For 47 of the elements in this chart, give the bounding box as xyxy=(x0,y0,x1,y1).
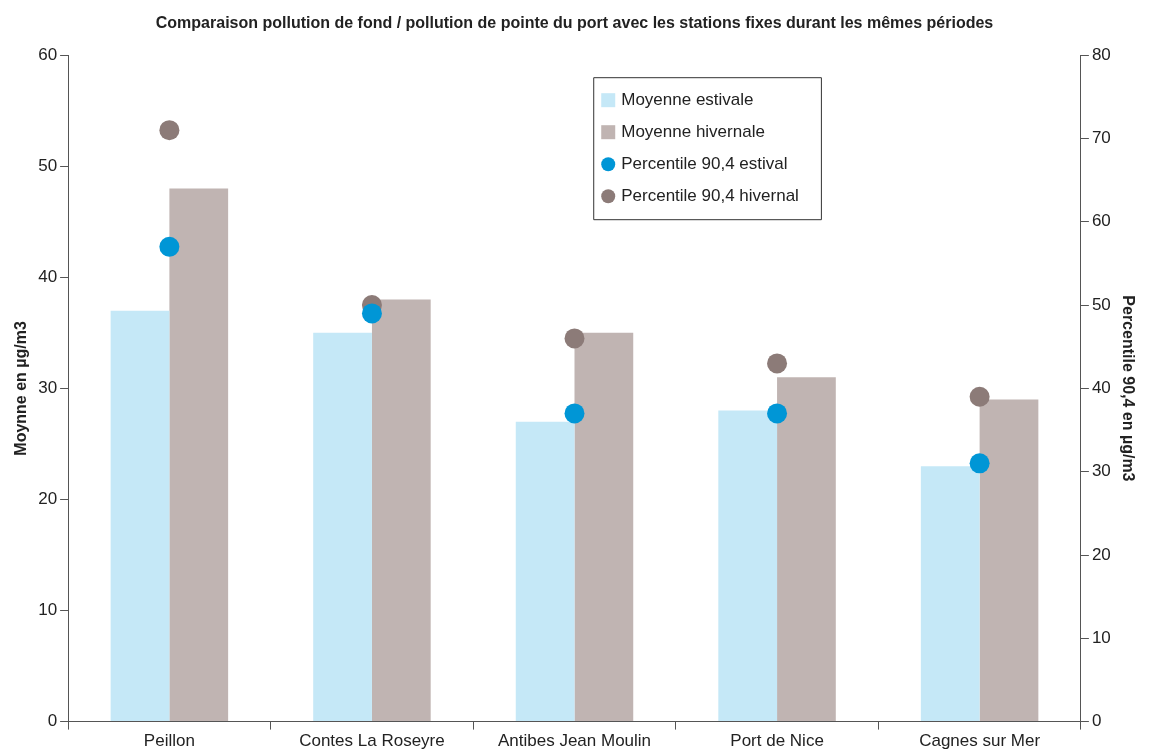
point xyxy=(969,453,990,474)
y2-tick-label: 30 xyxy=(1091,461,1111,481)
y2-tick-label: 10 xyxy=(1091,627,1111,647)
y2-tick-label: 20 xyxy=(1091,544,1111,564)
bar xyxy=(979,399,1039,722)
y2-tick-label: 40 xyxy=(1091,378,1111,398)
y-tick-label: 0 xyxy=(47,711,58,731)
x-tick-label: Cagnes sur Mer xyxy=(919,731,1041,751)
bar xyxy=(920,466,980,722)
point xyxy=(159,120,180,141)
legend-label: Moyenne hivernale xyxy=(621,121,765,141)
point xyxy=(767,403,788,424)
bar xyxy=(574,332,634,722)
bar xyxy=(110,310,170,722)
point xyxy=(767,353,788,374)
bar xyxy=(777,377,836,722)
bar xyxy=(718,410,778,722)
x-tick-label: Contes La Roseyre xyxy=(299,731,445,751)
y2-axis-title: Percentile 90,4 en µg/m3 xyxy=(1119,295,1137,482)
x-tick-label: Peillon xyxy=(143,731,195,751)
y2-tick-label: 70 xyxy=(1091,128,1111,148)
legend-label: Percentile 90,4 estival xyxy=(621,153,788,173)
bar xyxy=(515,421,575,722)
y-tick-label: 40 xyxy=(38,267,58,287)
y-tick-label: 60 xyxy=(38,44,58,64)
y-tick-label: 10 xyxy=(38,600,58,620)
y2-tick-label: 60 xyxy=(1091,211,1111,231)
point xyxy=(159,236,180,257)
point xyxy=(564,328,585,349)
chart-title: Comparaison pollution de fond / pollution de pointe du port avec les stations fixes durant les mêmes périodes xyxy=(155,14,994,32)
y-tick-label: 50 xyxy=(38,155,58,175)
point xyxy=(564,403,585,424)
legend-label: Percentile 90,4 hivernal xyxy=(621,185,799,205)
y-tick-label: 30 xyxy=(38,378,58,398)
y2-tick-label: 0 xyxy=(1091,711,1102,731)
y-axis-title: Moynne en µg/m3 xyxy=(12,321,30,456)
bar xyxy=(169,188,229,722)
point xyxy=(361,303,382,324)
y2-tick-label: 50 xyxy=(1091,294,1111,314)
x-tick-label: Antibes Jean Moulin xyxy=(497,731,652,751)
x-tick-label: Port de Nice xyxy=(730,731,824,751)
point xyxy=(969,386,990,407)
bar xyxy=(313,332,372,722)
y-tick-label: 20 xyxy=(38,489,58,509)
legend-label: Moyenne estivale xyxy=(621,89,754,109)
bar xyxy=(371,299,431,722)
y2-tick-label: 80 xyxy=(1091,44,1111,64)
